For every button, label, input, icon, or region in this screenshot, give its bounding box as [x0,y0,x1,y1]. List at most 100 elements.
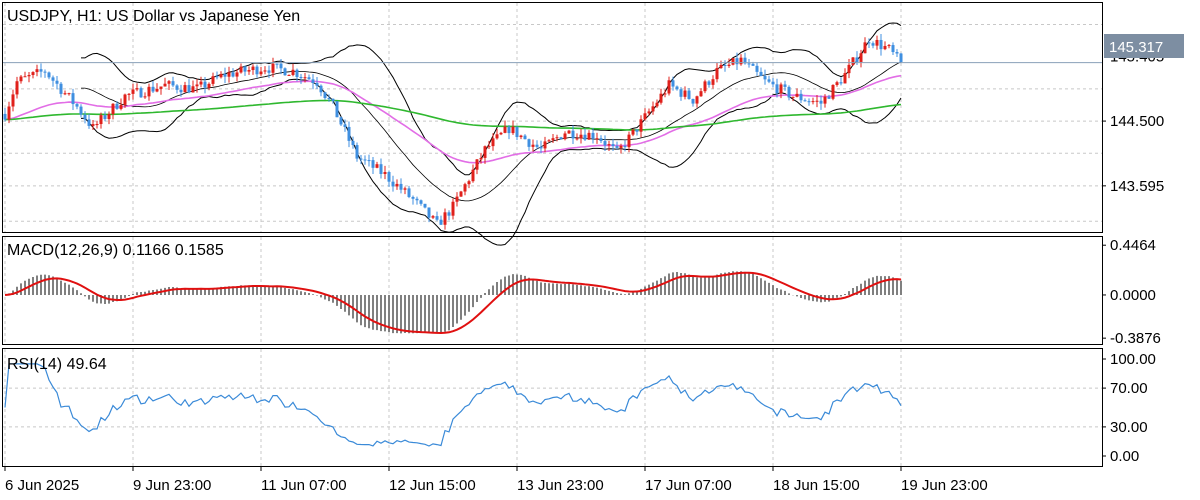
candle [607,140,611,151]
candle [867,38,871,49]
candle-body [371,160,375,168]
candle [591,127,595,144]
candle [135,83,139,92]
candle-body [771,81,775,85]
candle [115,101,119,110]
candle [283,67,287,76]
candle-body [703,81,707,92]
candle-body [327,98,331,100]
candle [303,72,307,83]
candle [443,208,447,230]
candle-body [487,146,491,148]
candle [263,66,267,75]
candle-body [191,86,195,93]
candle [399,178,403,194]
candle-body [603,141,607,146]
candle [459,190,463,197]
candle-body [419,200,423,204]
candle-body [267,70,271,73]
candle-body [507,126,511,134]
candle [7,101,11,124]
candle-body [287,74,291,76]
candle-body [899,53,903,62]
candle-body [331,98,335,102]
candle-body [787,86,791,98]
candle-body [127,93,131,95]
price-panel[interactable] [2,2,1103,233]
candle-body [83,114,87,120]
candle-body [751,63,755,66]
candle [347,121,351,148]
candle [35,64,39,77]
bollinger-middle [81,61,902,202]
candle-body [891,45,895,53]
candle-body [675,86,679,90]
candle-body [195,84,199,87]
candle [899,52,903,64]
candle-body [555,137,559,139]
candle-body [179,89,183,93]
candle [15,76,19,99]
macd-panel-title: MACD(12,26,9) 0.1166 0.1585 [7,242,224,259]
candle [575,133,579,141]
candle-body [431,216,435,218]
candle [531,139,535,152]
rsi-panel[interactable] [2,348,1103,467]
candle-body [223,74,227,77]
candle-body [747,63,751,65]
candle [571,125,575,145]
candle [787,85,791,101]
candle-body [495,134,499,139]
candle [771,78,775,88]
candle-body [471,169,475,182]
candle [131,83,135,100]
candle-body [795,93,799,97]
candle [663,89,667,98]
rsi-axis-label: 30.00 [1110,419,1148,436]
candle [199,76,203,88]
candle-body [367,160,371,162]
candle [451,198,455,220]
candle [71,88,75,111]
candle-body [667,80,671,94]
candle-body [187,85,191,93]
candle [259,66,263,77]
candle-body [739,57,743,65]
candle-body [639,119,643,132]
candle-body [95,124,99,126]
candle-body [219,74,223,78]
candle-body [783,84,787,87]
candle-body [655,102,659,107]
candle-body [775,84,779,94]
candle-body [851,57,855,65]
candle-body [715,68,719,80]
candle-body [87,119,91,126]
candle-body [395,183,399,187]
candle [615,141,619,150]
candle [547,139,551,142]
candle [815,94,819,108]
candle [427,207,431,223]
candle-body [259,71,263,75]
candle [879,33,883,56]
candle [179,84,183,97]
candle [495,128,499,140]
candle-body [183,85,187,93]
candle [491,133,495,151]
candle [279,59,283,75]
candle [835,80,839,87]
rsi-axis-label: 0.00 [1110,448,1139,465]
candle-body [439,219,443,225]
rsi-line [4,363,902,447]
candle [783,80,787,91]
candle-body [591,132,595,139]
candle [111,103,115,120]
candle-body [831,84,835,99]
candle-body [143,96,147,98]
time-axis: 6 Jun 2025 9 Jun 23:00 11 Jun 07:00 12 Jun … [4,466,988,494]
candle [391,175,395,192]
candle [831,84,835,101]
candle-body [647,111,651,114]
price-plot [3,22,1102,246]
candle [739,54,743,66]
